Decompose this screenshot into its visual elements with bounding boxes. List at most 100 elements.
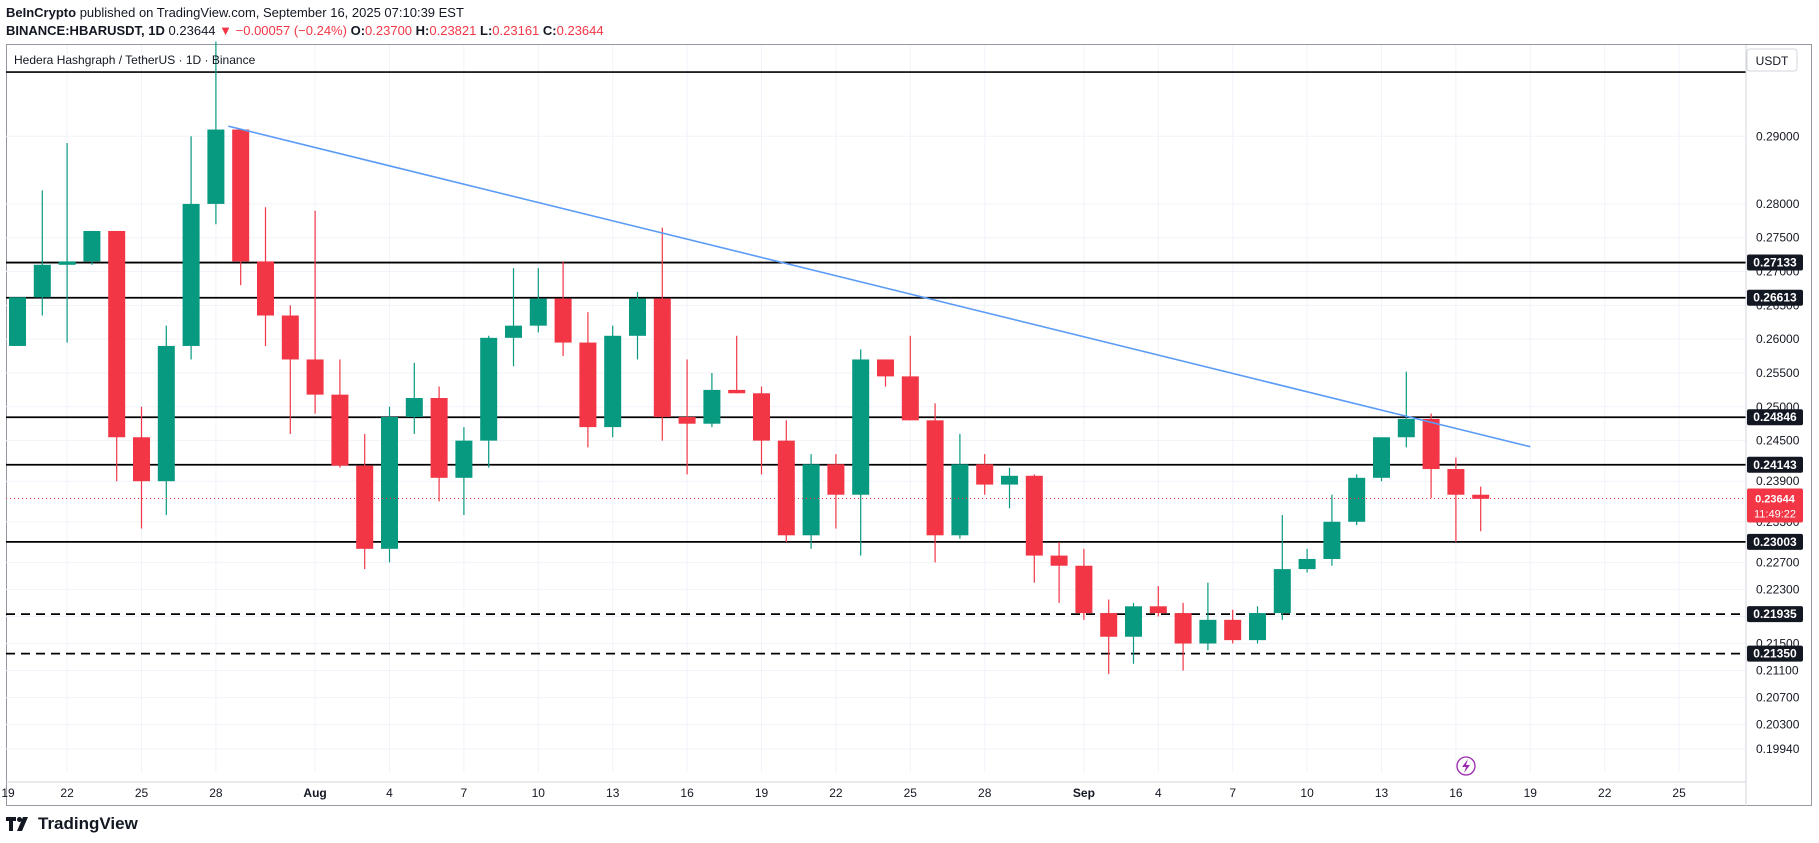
x-tick-label: 7	[1229, 786, 1236, 800]
candle	[1001, 467, 1018, 509]
candle-body	[1373, 437, 1390, 478]
candle-body	[207, 129, 225, 204]
candle	[1050, 542, 1068, 603]
candle-body	[629, 298, 646, 336]
price-axis: 0.290000.280000.275000.270000.265000.260…	[1745, 45, 1803, 806]
x-tick-label: Aug	[303, 786, 326, 800]
candle	[653, 227, 671, 441]
candle-body	[405, 398, 423, 417]
candle	[529, 268, 547, 333]
candle-body	[480, 337, 498, 441]
open-value: 0.23700	[365, 23, 413, 38]
candle	[232, 129, 250, 286]
candle	[1100, 599, 1118, 674]
candle	[976, 454, 994, 495]
candle-body	[901, 376, 919, 421]
chart-title: Hedera Hashgraph / TetherUS · 1D · Binan…	[14, 53, 256, 67]
level-price-tag: 0.21350	[1747, 645, 1803, 662]
low-label: L:	[480, 23, 493, 38]
candle	[157, 325, 175, 516]
candle	[554, 261, 572, 357]
candle	[356, 433, 374, 570]
level-price-label: 0.21350	[1753, 647, 1797, 661]
candle-body	[827, 464, 845, 495]
candle-body	[1149, 606, 1167, 614]
footer-brand: TradingView	[6, 814, 138, 834]
publish-info: published on TradingView.com, September …	[79, 5, 464, 20]
candle-body	[951, 464, 969, 536]
close-value: 0.23644	[556, 23, 604, 38]
candle	[1075, 548, 1093, 620]
y-tick-label: 0.22700	[1756, 555, 1800, 569]
candle	[777, 420, 795, 543]
y-tick-label: 0.27500	[1756, 231, 1800, 245]
chart-frame	[6, 44, 1812, 806]
candle	[1174, 602, 1192, 671]
candle-body	[430, 398, 448, 478]
candle-body	[753, 393, 770, 441]
x-tick-label: 7	[461, 786, 468, 800]
candle	[1273, 515, 1291, 620]
candle-body	[157, 345, 175, 482]
x-tick-label: 28	[209, 786, 223, 800]
symbol-label: BINANCE:HBARUSDT, 1D	[6, 23, 165, 38]
candle-body	[976, 464, 994, 485]
candle-body	[58, 261, 76, 265]
x-tick-label: 25	[904, 786, 918, 800]
candle-body	[728, 389, 746, 394]
candle-body	[281, 315, 299, 360]
candle	[480, 335, 498, 468]
candle	[852, 349, 870, 556]
level-price-label: 0.26613	[1753, 291, 1797, 305]
price-change: ▼ −0.00057 (−0.24%)	[219, 23, 347, 38]
candle	[728, 335, 746, 394]
level-price-label: 0.24846	[1753, 410, 1797, 424]
candle	[703, 372, 721, 428]
x-tick-label: 28	[978, 786, 992, 800]
candle	[827, 454, 845, 529]
candle-body	[678, 416, 696, 424]
overlay	[6, 125, 1746, 776]
candle	[505, 268, 522, 367]
candle	[1422, 413, 1440, 499]
candle	[33, 190, 51, 316]
candle	[1298, 548, 1316, 573]
candle	[1373, 437, 1390, 482]
level-price-label: 0.27133	[1753, 256, 1797, 270]
candle-body	[1050, 555, 1068, 566]
low-value: 0.23161	[492, 23, 540, 38]
candle-body	[579, 342, 597, 428]
level-price-label: 0.23003	[1753, 535, 1797, 549]
candle	[182, 136, 200, 360]
x-tick-label: 13	[606, 786, 620, 800]
candles	[9, 41, 1490, 674]
candle	[9, 297, 26, 346]
candle-body	[83, 230, 101, 262]
lightning-icon[interactable]	[1456, 756, 1476, 776]
candle	[1249, 606, 1266, 644]
currency-selector[interactable]: USDT	[1746, 48, 1798, 72]
y-tick-label: 0.20700	[1756, 691, 1800, 705]
y-tick-label: 0.19940	[1756, 742, 1800, 756]
candle	[1025, 474, 1043, 583]
candle	[133, 406, 150, 529]
candle-body	[1125, 606, 1142, 637]
candle	[951, 433, 969, 539]
candle-body	[1298, 558, 1316, 570]
candle-body	[1249, 613, 1266, 641]
candle-body	[1174, 613, 1192, 644]
open-label: O:	[350, 23, 366, 38]
author-name[interactable]: BeInCrypto	[6, 5, 77, 20]
y-tick-label: 0.29000	[1756, 129, 1800, 143]
currency-label[interactable]: USDT	[1756, 54, 1789, 68]
time-axis: 19 22 25 28 Aug 4 7 10 13 16 19 22 25 28 Sep 4 7 10 13 16 19…	[1, 781, 1746, 800]
x-tick-label: 10	[1300, 786, 1314, 800]
candle	[83, 230, 101, 265]
level-price-label: 0.24143	[1753, 458, 1797, 472]
candle	[901, 335, 919, 421]
candle-body	[777, 440, 795, 536]
candle	[579, 312, 597, 448]
candle	[207, 41, 225, 225]
candle-body	[604, 335, 622, 428]
